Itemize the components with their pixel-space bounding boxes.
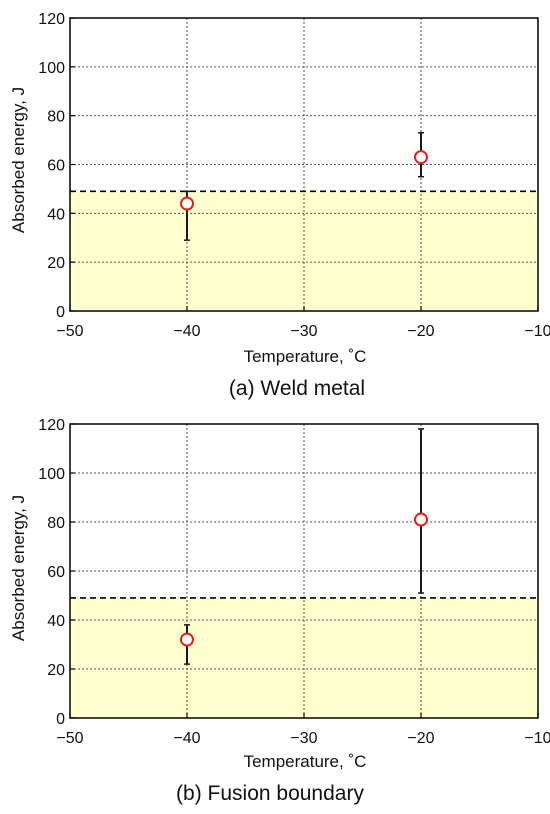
y-tick-label: 60 [47, 158, 65, 175]
data-point [414, 150, 428, 165]
chart-panel-fusion-boundary: Absorbed energy, J Temperature, ˚C (b) F… [9, 417, 550, 805]
y-tick-label: 100 [38, 60, 65, 77]
data-point [180, 196, 194, 211]
y-tick-label: 100 [38, 466, 65, 483]
y-tick-label: 0 [56, 304, 65, 321]
y-tick-label: 80 [47, 109, 65, 126]
x-tick-label: −40 [173, 730, 200, 747]
panel-caption: (b) Fusion boundary [176, 782, 364, 805]
y-tick-label: 60 [47, 564, 65, 581]
y-tick-label: 20 [47, 662, 65, 679]
chart-panel-weld-metal: Absorbed energy, J Temperature, ˚C (a) W… [9, 11, 550, 400]
x-tick-label: −20 [407, 323, 434, 340]
y-tick-label: 20 [47, 255, 65, 272]
y-tick-label: 80 [47, 515, 65, 532]
x-tick-label: −50 [56, 323, 83, 340]
y-tick-label: 0 [56, 711, 65, 728]
x-tick-label: −10 [524, 730, 550, 747]
x-tick-label: −50 [56, 730, 83, 747]
y-tick-label: 40 [47, 206, 65, 223]
y-axis-label: Absorbed energy, J [9, 495, 28, 641]
panel-caption: (a) Weld metal [229, 377, 365, 400]
y-tick-label: 120 [38, 417, 65, 434]
x-tick-label: −30 [290, 730, 317, 747]
y-tick-label: 120 [38, 11, 65, 28]
x-axis-label: Temperature, ˚C [244, 347, 367, 366]
x-tick-label: −20 [407, 730, 434, 747]
x-tick-label: −10 [524, 323, 550, 340]
y-axis-label: Absorbed energy, J [9, 87, 28, 233]
x-tick-label: −30 [290, 323, 317, 340]
x-axis-label: Temperature, ˚C [244, 752, 367, 771]
y-tick-label: 40 [47, 613, 65, 630]
data-point [180, 632, 194, 647]
data-point [414, 512, 428, 527]
x-tick-label: −40 [173, 323, 200, 340]
